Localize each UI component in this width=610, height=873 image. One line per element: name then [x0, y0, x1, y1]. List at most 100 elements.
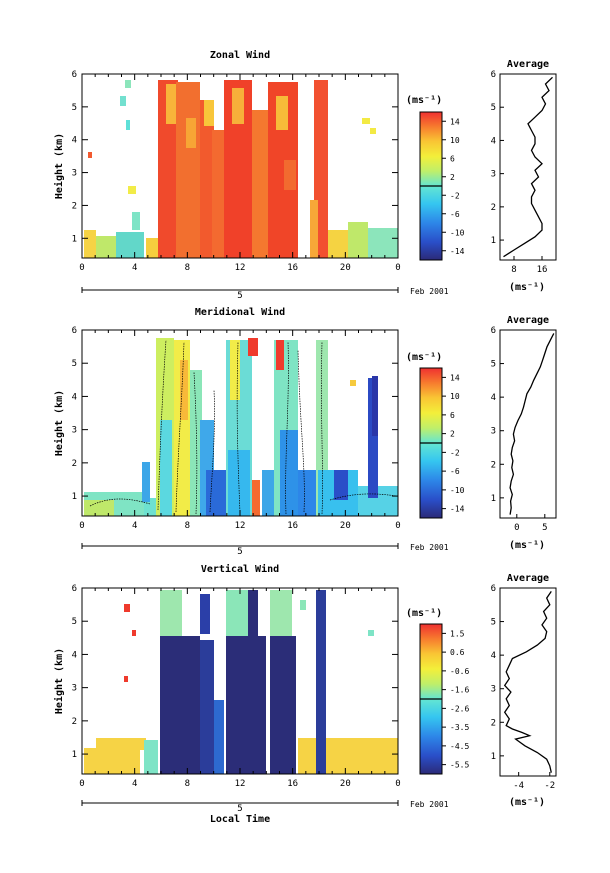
x-tick-label: 8	[185, 263, 190, 273]
colorbar-tick-label: 2	[450, 173, 455, 182]
heatmap-cell	[96, 738, 146, 750]
colorbar-tick-label: -6	[450, 210, 460, 219]
heatmap-cell	[252, 110, 268, 258]
heatmap-cell	[248, 590, 258, 636]
profile-plot: Average 1 2 3 4 5 6 8 16 (ms⁻¹)	[491, 59, 557, 293]
heatmap-cell	[160, 420, 172, 516]
x-tick-label: 0	[395, 521, 400, 531]
profile-x-axis: -4 -2	[513, 772, 555, 791]
heatmap-cell	[298, 738, 398, 774]
colorbar-tick-label: -10	[450, 228, 465, 237]
y-axis-label: Height (km)	[53, 648, 65, 714]
colorbar-tick-label: -1.6	[450, 686, 469, 695]
heatmap-cell	[252, 480, 260, 516]
heatmap-cell	[232, 88, 244, 124]
colorbar-tick-label: -10	[450, 486, 465, 495]
colorbar-ticks: 14 10 6 2 -2 -6 -10 -14	[420, 117, 465, 256]
profile-y-tick-label: 2	[491, 718, 496, 728]
y-tick-label: 1	[72, 492, 77, 502]
heatmap-cell	[310, 200, 318, 258]
colorbar-tick-label: -3.5	[450, 723, 469, 732]
profile-x-tick-label: 16	[537, 265, 548, 275]
y-tick-label: 2	[72, 717, 77, 727]
profile-y-axis: 1 2 3 4 5 6	[491, 584, 504, 762]
heatmap-cell	[284, 160, 296, 190]
colorbar-unit-label: (ms⁻¹)	[406, 95, 442, 106]
colorbar-tick-label: -2	[450, 191, 460, 200]
y-axis: 1 2 3 4 5 6	[72, 326, 398, 502]
heatmap-cell	[142, 462, 150, 502]
panel-title: Zonal Wind	[210, 49, 270, 61]
y-tick-label: 6	[72, 70, 77, 80]
y-tick-label: 2	[72, 459, 77, 469]
x-tick-label: 8	[185, 521, 190, 531]
x-tick-label: 16	[287, 263, 298, 273]
profile-x-tick-label: 8	[511, 265, 516, 275]
y-tick-label: 3	[72, 684, 77, 694]
heatmap-cell	[368, 378, 378, 498]
heatmap-cell	[160, 590, 182, 638]
heatmap-cell	[200, 100, 214, 258]
colorbar-tick-label: 10	[450, 136, 460, 145]
heatmap-cells	[84, 338, 398, 516]
heatmap-cell	[362, 118, 370, 124]
colorbar-ticks: 1.5 0.6 -0.6 -1.6 -2.6 -3.5 -4.5 -5.5	[420, 629, 469, 770]
y-tick-label: 4	[72, 392, 77, 402]
date-bar: 5 Feb 2001	[81, 287, 449, 301]
heatmap-cell	[186, 118, 196, 148]
heatmap-cell	[120, 96, 126, 106]
heatmap-cell	[270, 590, 292, 636]
profile-x-tick-label: 5	[542, 523, 547, 533]
profile-y-tick-label: 5	[491, 360, 496, 370]
heatmap-cell	[124, 676, 128, 682]
heatmap-cell	[132, 212, 140, 230]
x-axis: 0 4 8 12 16 20 0	[79, 74, 401, 273]
heatmap-cell	[88, 152, 92, 158]
heatmap-cell	[212, 130, 224, 258]
profile-y-tick-label: 3	[491, 685, 496, 695]
heatmap-cell	[370, 128, 376, 134]
profile-y-tick-label: 5	[491, 103, 496, 113]
panel-title: Vertical Wind	[201, 563, 279, 575]
colorbar-tick-label: 2	[450, 430, 455, 439]
profile-x-label: (ms⁻¹)	[509, 282, 545, 293]
x-tick-label: 12	[235, 263, 246, 273]
heatmap-cell	[334, 470, 348, 500]
profile-y-tick-label: 2	[491, 203, 496, 213]
x-tick-label: 4	[132, 779, 137, 789]
heatmap-cell	[316, 590, 326, 774]
profile-y-tick-label: 1	[491, 494, 496, 504]
heatmap-cell	[128, 186, 136, 194]
heatmap-cell	[276, 96, 288, 130]
y-tick-label: 6	[72, 584, 77, 594]
heatmap-cell	[298, 470, 318, 516]
colorbar-tick-label: -4.5	[450, 742, 469, 751]
heatmap-cell	[144, 740, 158, 774]
colorbar-tick-label: -2	[450, 448, 460, 457]
heatmap-cell	[176, 82, 200, 258]
heatmap-cell	[248, 338, 258, 356]
heatmap-cell	[190, 370, 202, 516]
x-tick-label: 8	[185, 779, 190, 789]
x-tick-label: 16	[287, 521, 298, 531]
date-label: Feb 2001	[410, 287, 449, 296]
colorbar-tick-label: 6	[450, 411, 455, 420]
y-tick-label: 5	[72, 617, 77, 627]
heatmap-cells	[84, 590, 398, 774]
heatmap-cell	[300, 600, 306, 610]
profile-x-label: (ms⁻¹)	[509, 797, 545, 808]
x-tick-label: 0	[79, 263, 84, 273]
colorbar: (ms⁻¹) 1.5 0.6 -0.6 -1.6 -2.6 -3.5 -4.5 -5.5	[406, 608, 469, 775]
heatmap-cell	[226, 590, 252, 636]
heatmap-cell	[350, 380, 356, 386]
profile-x-tick-label: -4	[513, 781, 524, 791]
heatmap-cell	[270, 636, 296, 774]
colorbar-tick-label: 14	[450, 373, 460, 382]
heatmap-cell	[144, 498, 158, 516]
heatmap-cell	[200, 594, 210, 634]
y-tick-label: 2	[72, 201, 77, 211]
x-tick-label: 0	[395, 263, 400, 273]
